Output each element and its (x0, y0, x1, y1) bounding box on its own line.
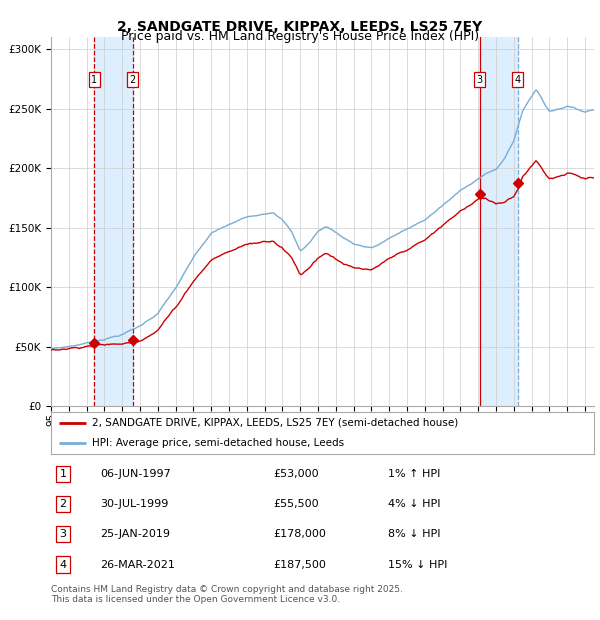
Text: 2: 2 (59, 499, 67, 509)
Text: 3: 3 (476, 74, 482, 84)
Text: 1% ↑ HPI: 1% ↑ HPI (388, 469, 440, 479)
Text: 25-JAN-2019: 25-JAN-2019 (100, 529, 170, 539)
Text: 2, SANDGATE DRIVE, KIPPAX, LEEDS, LS25 7EY: 2, SANDGATE DRIVE, KIPPAX, LEEDS, LS25 7… (118, 20, 482, 34)
Text: HPI: Average price, semi-detached house, Leeds: HPI: Average price, semi-detached house,… (92, 438, 344, 448)
Text: £187,500: £187,500 (274, 560, 326, 570)
Bar (94, 37, 133, 406)
Text: Price paid vs. HM Land Registry's House Price Index (HPI): Price paid vs. HM Land Registry's House … (121, 30, 479, 43)
Text: £53,000: £53,000 (274, 469, 319, 479)
Text: 4: 4 (515, 74, 521, 84)
Text: 30-JUL-1999: 30-JUL-1999 (100, 499, 168, 509)
Text: 15% ↓ HPI: 15% ↓ HPI (388, 560, 447, 570)
Text: 8% ↓ HPI: 8% ↓ HPI (388, 529, 440, 539)
Text: 4: 4 (59, 560, 67, 570)
Text: 2, SANDGATE DRIVE, KIPPAX, LEEDS, LS25 7EY (semi-detached house): 2, SANDGATE DRIVE, KIPPAX, LEEDS, LS25 7… (92, 418, 458, 428)
Text: 1: 1 (91, 74, 97, 84)
Text: Contains HM Land Registry data © Crown copyright and database right 2025.
This d: Contains HM Land Registry data © Crown c… (51, 585, 403, 604)
Bar (479, 37, 518, 406)
Text: 2: 2 (130, 74, 136, 84)
Text: 3: 3 (59, 529, 67, 539)
Text: £55,500: £55,500 (274, 499, 319, 509)
Text: £178,000: £178,000 (274, 529, 326, 539)
Text: 26-MAR-2021: 26-MAR-2021 (100, 560, 175, 570)
Text: 4% ↓ HPI: 4% ↓ HPI (388, 499, 440, 509)
Text: 1: 1 (59, 469, 67, 479)
Text: 06-JUN-1997: 06-JUN-1997 (100, 469, 170, 479)
